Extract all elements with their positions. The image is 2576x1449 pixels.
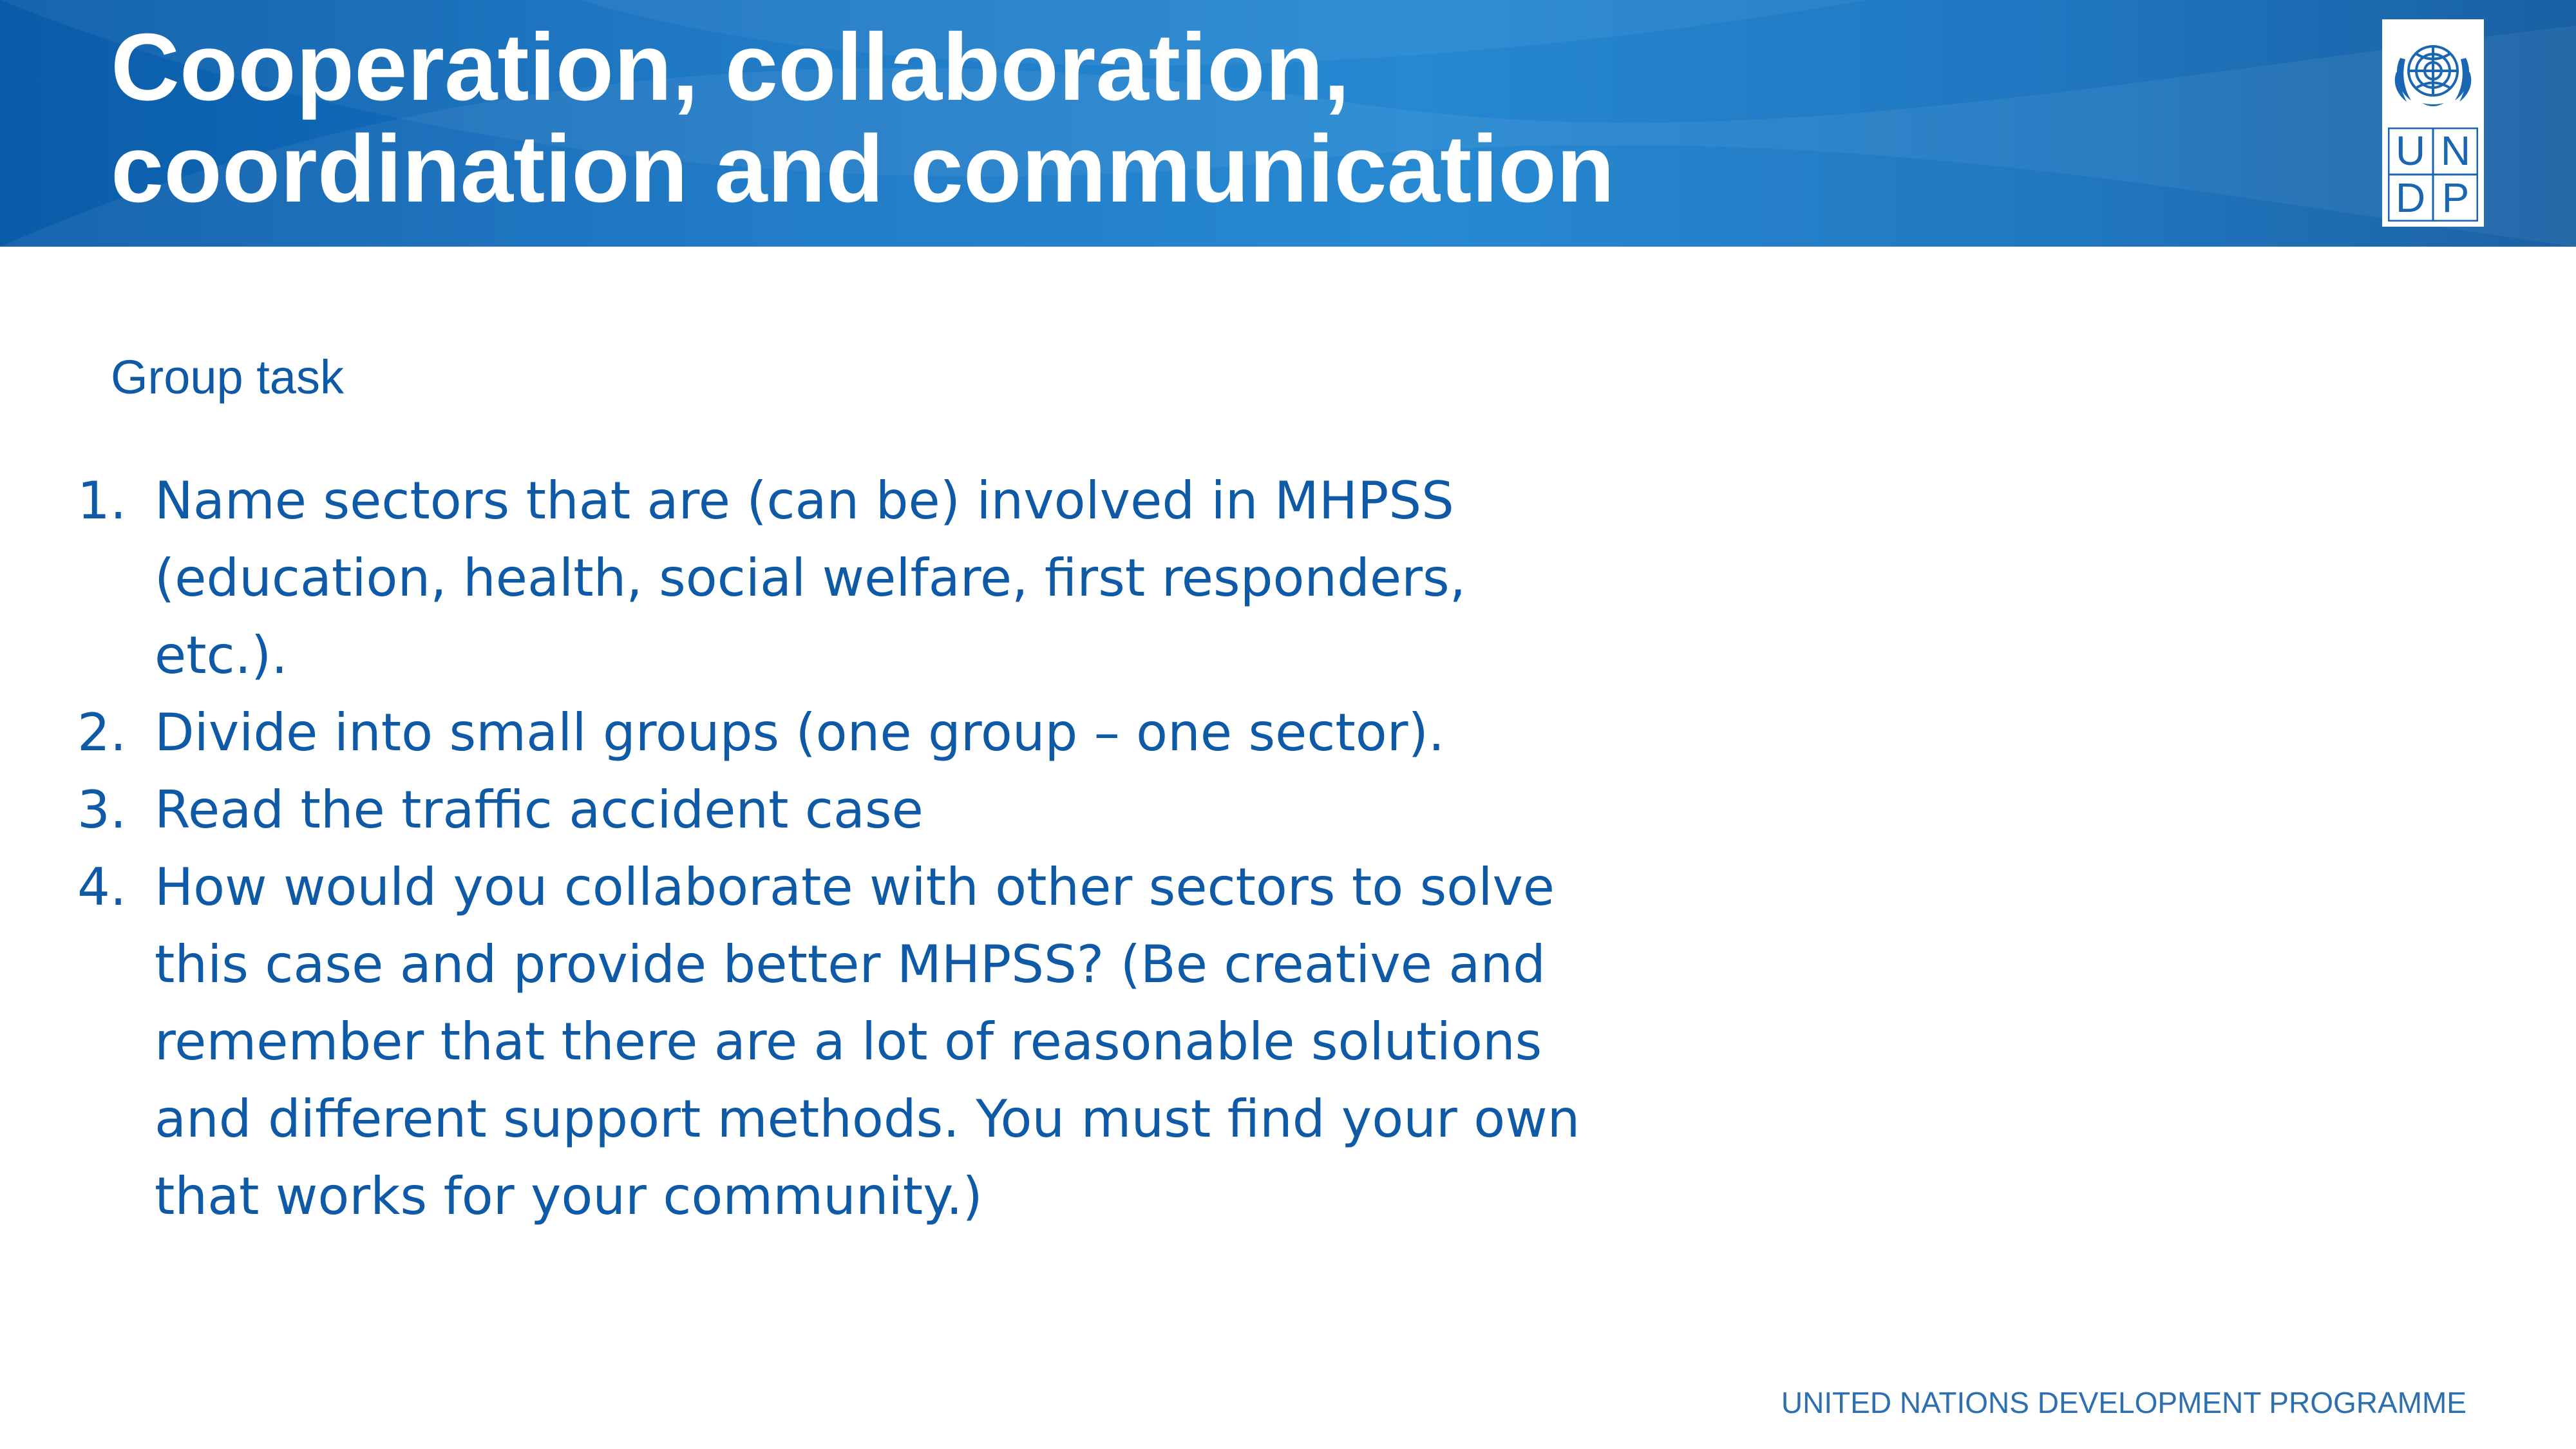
logo-letter-n: N	[2440, 128, 2471, 174]
task-item-1: 1. Name sectors that are (can be) involv…	[77, 462, 1610, 694]
header-banner: Cooperation, collaboration, coordination…	[0, 0, 2576, 247]
task-text: Name sectors that are (can be) involved …	[155, 471, 1466, 685]
task-list: 1. Name sectors that are (can be) involv…	[77, 462, 1610, 1235]
un-emblem-icon	[2394, 45, 2472, 106]
logo-letter-grid: U N D P	[2388, 128, 2478, 222]
logo-letter-u: U	[2395, 128, 2426, 174]
task-text: How would you collaborate with other sec…	[155, 857, 1580, 1226]
logo-letter-d: D	[2395, 175, 2426, 221]
task-number: 4.	[77, 857, 127, 917]
task-item-3: 3. Read the traffic accident case	[77, 772, 1610, 849]
task-text: Divide into small groups (one group – on…	[155, 703, 1445, 762]
task-text: Read the traffic accident case	[155, 780, 923, 840]
task-number: 1.	[77, 471, 127, 531]
task-number: 2.	[77, 703, 127, 762]
logo-grid-lines	[2388, 128, 2478, 222]
logo-letter-p: P	[2441, 175, 2470, 221]
undp-logo: U N D P	[2382, 19, 2484, 227]
task-item-4: 4. How would you collaborate with other …	[77, 849, 1610, 1235]
section-subtitle: Group task	[111, 350, 344, 404]
page-title: Cooperation, collaboration, coordination…	[111, 17, 2300, 220]
task-number: 3.	[77, 780, 127, 840]
title-line-2: coordination and communication	[111, 116, 1615, 222]
task-item-2: 2. Divide into small groups (one group –…	[77, 694, 1610, 772]
title-line-1: Cooperation, collaboration,	[111, 14, 1350, 120]
banner-wave-decoration	[0, 0, 2576, 247]
footer-org-name: UNITED NATIONS DEVELOPMENT PROGRAMME	[1781, 1386, 2467, 1419]
